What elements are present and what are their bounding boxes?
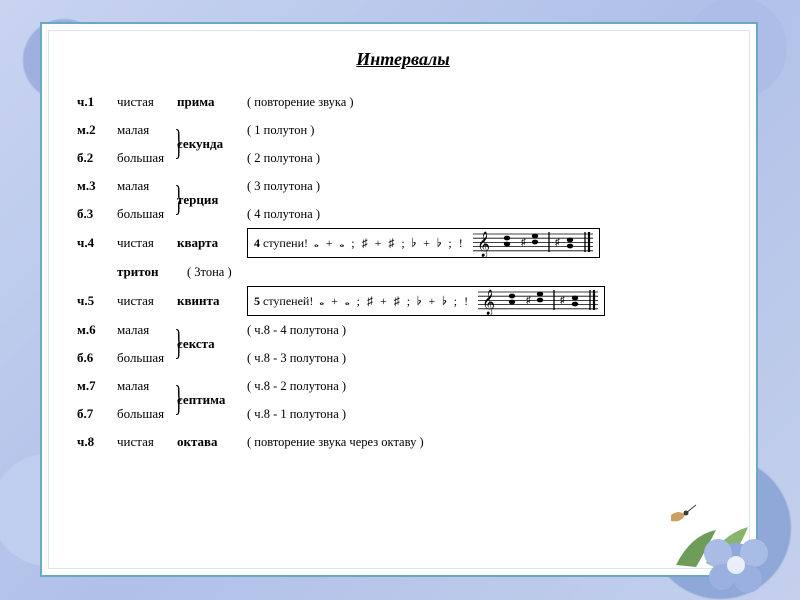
interval-abbr: ч.5 (77, 293, 117, 309)
interval-quality: чистая (117, 293, 177, 309)
interval-name: секста (177, 336, 247, 352)
interval-quality: чистая (117, 434, 177, 450)
interval-quality: малая (117, 378, 177, 394)
interval-rule-box: 4 ступени! 𝅝 + 𝅝 ; ♯ + ♯ ; ♭ + ♭ ; ! 𝄞 ♯ ♯ (247, 228, 600, 258)
interval-description: ( 2 полутона ) (247, 151, 320, 166)
content-area: Интервалы ч.1чистаяприма( повторение зву… (49, 31, 749, 466)
interval-abbr: м.3 (77, 178, 117, 194)
interval-abbr: б.6 (77, 350, 117, 366)
svg-text:♯: ♯ (560, 295, 565, 306)
interval-name: тритон (117, 264, 187, 280)
interval-abbr: м.2 (77, 122, 117, 138)
box-lead-text: 4 ступени! (254, 236, 308, 251)
document-frame: Интервалы ч.1чистаяприма( повторение зву… (40, 22, 758, 577)
svg-text:𝄞: 𝄞 (477, 231, 490, 257)
interval-name: септима (177, 392, 247, 408)
interval-abbr: ч.1 (77, 94, 117, 110)
svg-text:♯: ♯ (555, 237, 560, 248)
music-staff-icon: 𝄞 ♯ ♯ (473, 229, 593, 257)
svg-text:♯: ♯ (521, 237, 526, 248)
interval-quality: большая (117, 406, 177, 422)
interval-row: }б.3большаятерция( 4 полутона ) (77, 200, 729, 228)
music-symbols: 𝅝 + 𝅝 ; ♯ + ♯ ; ♭ + ♭ ; ! (319, 294, 470, 309)
interval-name: октава (177, 434, 247, 450)
interval-description: ( 1 полутон ) (247, 123, 314, 138)
interval-quality: большая (117, 350, 177, 366)
interval-row: ч.4чистаякварта 4 ступени! 𝅝 + 𝅝 ; ♯ + ♯ ;… (77, 228, 729, 258)
interval-quality: чистая (117, 94, 177, 110)
interval-row: ч.8чистаяоктава( повторение звука через … (77, 428, 729, 456)
box-lead-text: 5 ступеней! (254, 294, 313, 309)
interval-quality: большая (117, 206, 177, 222)
interval-quality: малая (117, 178, 177, 194)
interval-row: ч.1чистаяприма( повторение звука ) (77, 88, 729, 116)
svg-text:𝄞: 𝄞 (482, 289, 495, 315)
interval-description: ( 3 полутона ) (247, 179, 320, 194)
intervals-list: ч.1чистаяприма( повторение звука )м.2мал… (77, 88, 729, 456)
interval-description: ( ч.8 - 2 полутона ) (247, 379, 346, 394)
interval-row: }б.7большаясептима( ч.8 - 1 полутона ) (77, 400, 729, 428)
interval-description: ( 3тона ) (187, 265, 232, 280)
interval-description: ( ч.8 - 3 полутона ) (247, 351, 346, 366)
music-staff-icon: 𝄞 ♯ ♯ (478, 287, 598, 315)
interval-name: секунда (177, 136, 247, 152)
interval-row: ч.5чистаяквинта 5 ступеней! 𝅝 + 𝅝 ; ♯ + ♯ … (77, 286, 729, 316)
svg-text:♯: ♯ (526, 295, 531, 306)
interval-abbr: б.3 (77, 206, 117, 222)
interval-rule-box: 5 ступеней! 𝅝 + 𝅝 ; ♯ + ♯ ; ♭ + ♭ ; ! 𝄞 ♯ ♯ (247, 286, 605, 316)
interval-quality: малая (117, 122, 177, 138)
interval-abbr: м.7 (77, 378, 117, 394)
interval-quality: большая (117, 150, 177, 166)
inner-border: Интервалы ч.1чистаяприма( повторение зву… (48, 30, 750, 569)
interval-abbr: б.7 (77, 406, 117, 422)
interval-name: терция (177, 192, 247, 208)
music-symbols: 𝅝 + 𝅝 ; ♯ + ♯ ; ♭ + ♭ ; ! (314, 236, 465, 251)
interval-description: ( повторение звука ) (247, 95, 354, 110)
interval-row: }б.2большаясекунда( 2 полутона ) (77, 144, 729, 172)
interval-abbr: м.6 (77, 322, 117, 338)
interval-name: кварта (177, 235, 247, 251)
interval-description: ( ч.8 - 4 полутона ) (247, 323, 346, 338)
interval-description: ( ч.8 - 1 полутона ) (247, 407, 346, 422)
interval-abbr: б.2 (77, 150, 117, 166)
interval-description: ( повторение звука через октаву ) (247, 435, 424, 450)
interval-quality: чистая (117, 235, 177, 251)
interval-abbr: ч.4 (77, 235, 117, 251)
interval-abbr: ч.8 (77, 434, 117, 450)
page-title: Интервалы (77, 49, 729, 70)
interval-quality: малая (117, 322, 177, 338)
interval-description: ( 4 полутона ) (247, 207, 320, 222)
interval-row: }б.6большаясекста( ч.8 - 3 полутона ) (77, 344, 729, 372)
interval-name: квинта (177, 293, 247, 309)
interval-name: прима (177, 94, 247, 110)
interval-row: тритон( 3тона ) (77, 258, 729, 286)
